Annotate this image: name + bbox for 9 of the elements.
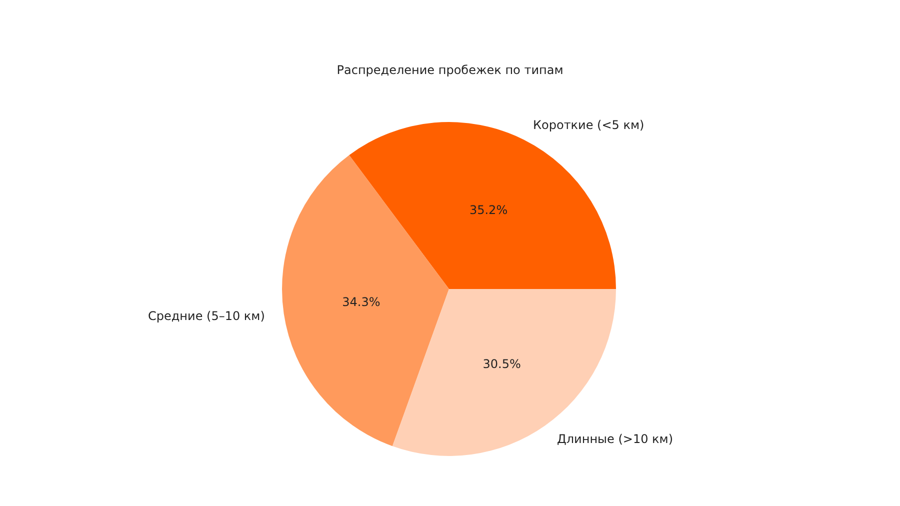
slice-label: Длинные (>10 км) xyxy=(557,432,674,446)
data-label: 30.5% xyxy=(482,357,521,372)
pie-slice xyxy=(282,155,449,446)
data-label: 34.3% xyxy=(342,295,380,310)
pie-slice xyxy=(392,289,616,456)
chart-title: Распределение пробежек по типам xyxy=(336,63,564,78)
slice-label: Средние (5–10 км) xyxy=(148,309,265,323)
slice-label: Короткие (<5 км) xyxy=(533,118,644,132)
data-label: 35.2% xyxy=(469,203,508,218)
